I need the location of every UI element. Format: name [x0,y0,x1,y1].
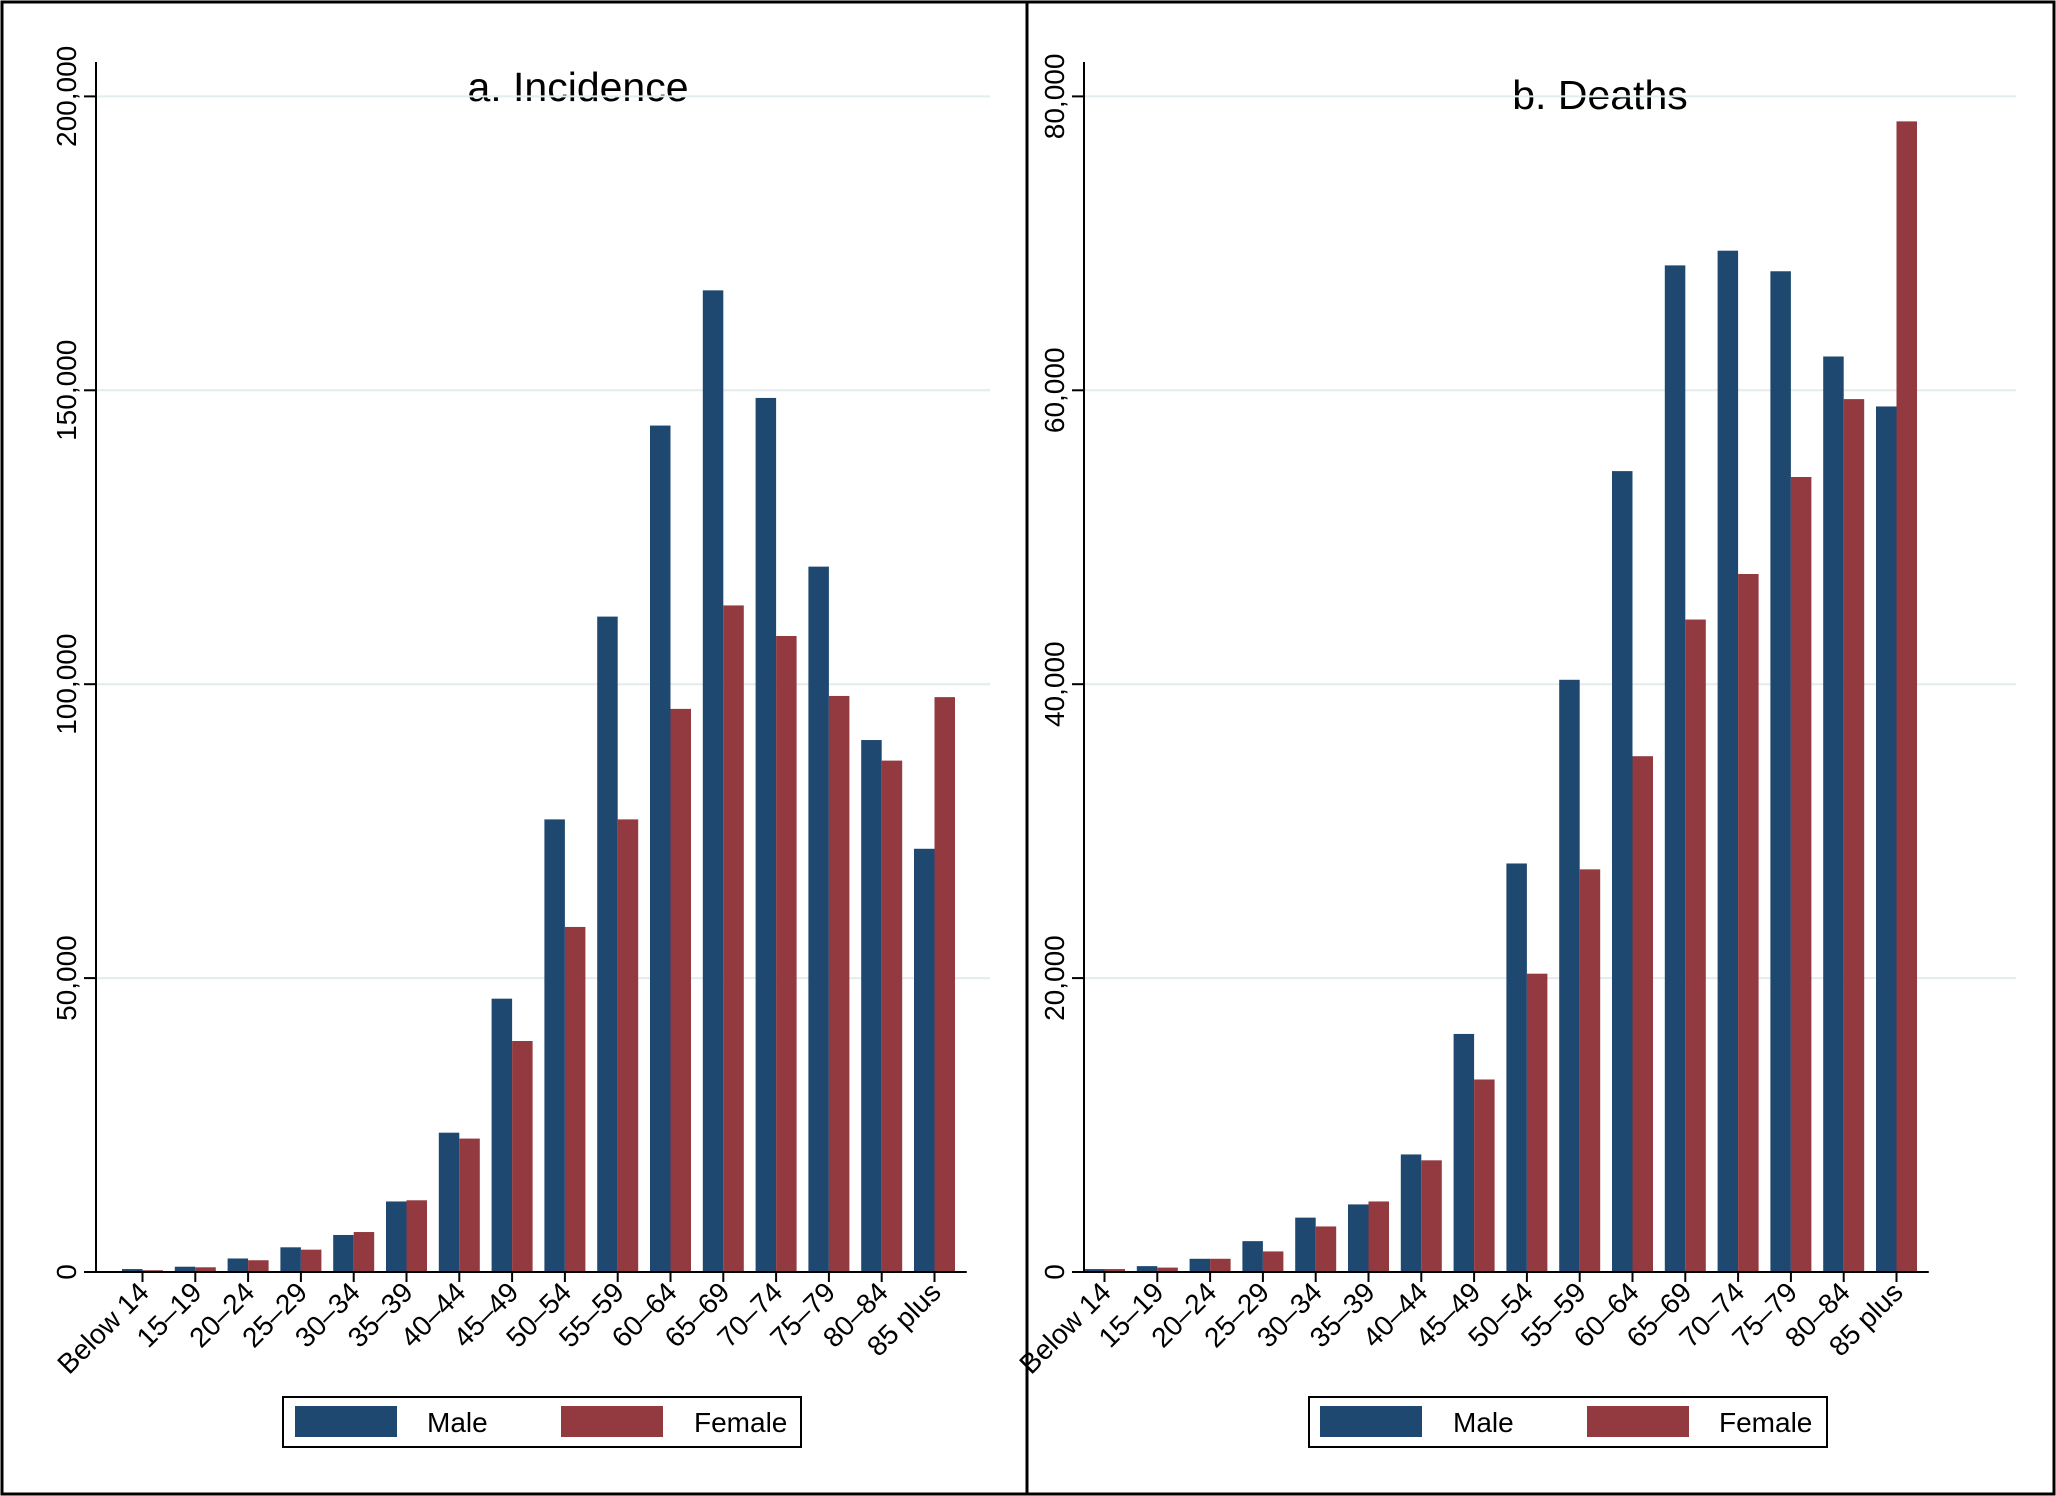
bar-female-1 [195,1267,216,1272]
bar-female-15 [1896,121,1917,1272]
bar-male-7 [1453,1033,1475,1272]
bar-female-14 [881,760,903,1272]
bar-male-14 [861,740,882,1272]
panel-deaths: b. Deaths 020,00040,00060,00080,000Below… [1013,0,2056,1496]
bar-female-5 [1368,1201,1389,1272]
bar-male-13 [808,566,829,1272]
bars [122,290,955,1272]
panel-frame [1025,0,2056,1496]
bar-female-2 [248,1260,269,1272]
bar-female-1 [1157,1267,1178,1272]
bar-male-0 [1084,1269,1105,1272]
bar-female-3 [1262,1251,1284,1272]
bars [1084,121,1917,1273]
legend-label-male: Male [1453,1407,1514,1438]
bar-male-8 [1506,863,1527,1272]
bar-male-11 [702,290,724,1272]
bar-female-0 [1104,1269,1125,1272]
y-tick-label: 40,000 [1039,641,1070,727]
y-tick-label: 60,000 [1039,347,1070,433]
bar-male-12 [755,397,777,1272]
bar-male-9 [597,616,618,1272]
bar-female-9 [1579,869,1601,1272]
bar-male-7 [491,998,513,1272]
bar-female-6 [459,1138,480,1272]
legend-box [1308,1396,1828,1448]
bar-male-11 [1664,265,1686,1272]
bar-male-5 [1348,1204,1369,1272]
bar-male-15 [914,848,935,1272]
legend: Male Female [282,1396,802,1448]
bar-male-10 [1612,471,1633,1272]
bar-female-10 [1632,756,1653,1272]
bar-female-7 [1474,1079,1495,1272]
bar-female-13 [1790,476,1812,1272]
bar-female-13 [828,695,850,1272]
bar-female-12 [1738,573,1759,1272]
y-tick-label: 100,000 [51,634,82,735]
bar-male-0 [122,1269,143,1272]
gridlines [96,95,990,980]
legend-label-female: Female [694,1407,787,1438]
bar-female-4 [1315,1226,1337,1272]
legend-swatch-female [1587,1406,1689,1437]
bar-male-5 [386,1201,407,1272]
y-tick-label: 150,000 [51,340,82,441]
y-tick-label: 200,000 [51,46,82,147]
bar-female-8 [1526,973,1548,1272]
bar-female-5 [406,1200,427,1272]
y-tick-label: 80,000 [1039,54,1070,140]
bar-female-15 [934,697,955,1272]
bar-male-13 [1770,271,1791,1272]
legend-label-female: Female [1719,1407,1812,1438]
legend-label-male: Male [427,1407,488,1438]
y-tick-label: 20,000 [1039,935,1070,1021]
chart-title: b. Deaths [1512,72,1688,118]
bar-male-15 [1876,406,1897,1273]
bar-male-8 [544,819,565,1272]
bar-male-6 [438,1132,460,1272]
bar-female-6 [1421,1160,1442,1272]
bar-female-4 [353,1232,375,1272]
bar-male-9 [1559,679,1580,1272]
y-tick-label: 50,000 [51,935,82,1021]
bar-male-2 [1189,1258,1211,1272]
legend-swatch-male [1320,1406,1422,1437]
bar-female-2 [1210,1258,1231,1272]
bar-female-9 [617,819,639,1272]
bar-male-3 [1242,1241,1263,1272]
bar-female-7 [512,1040,533,1272]
bar-male-2 [227,1258,249,1272]
legend-swatch-male [295,1406,397,1437]
y-tick-label: 0 [51,1264,82,1280]
bar-male-1 [1136,1266,1158,1272]
bar-male-4 [333,1234,354,1272]
bar-female-14 [1843,399,1865,1272]
bar-female-3 [300,1249,322,1272]
legend: Male Female [1308,1396,1828,1448]
bar-male-4 [1295,1217,1316,1272]
bar-female-10 [670,708,691,1272]
y-tick-label: 0 [1039,1264,1070,1280]
bar-female-11 [723,605,744,1272]
chart-title: a. Incidence [467,64,688,110]
legend-swatch-female [561,1406,663,1437]
bar-male-14 [1823,356,1844,1272]
bar-male-1 [174,1266,196,1272]
bar-male-6 [1400,1154,1422,1272]
bar-female-8 [564,926,586,1272]
bar-male-12 [1717,250,1739,1272]
bar-female-12 [776,635,797,1272]
bar-male-3 [280,1247,301,1272]
bar-male-10 [650,425,671,1272]
bar-female-11 [1685,619,1706,1272]
